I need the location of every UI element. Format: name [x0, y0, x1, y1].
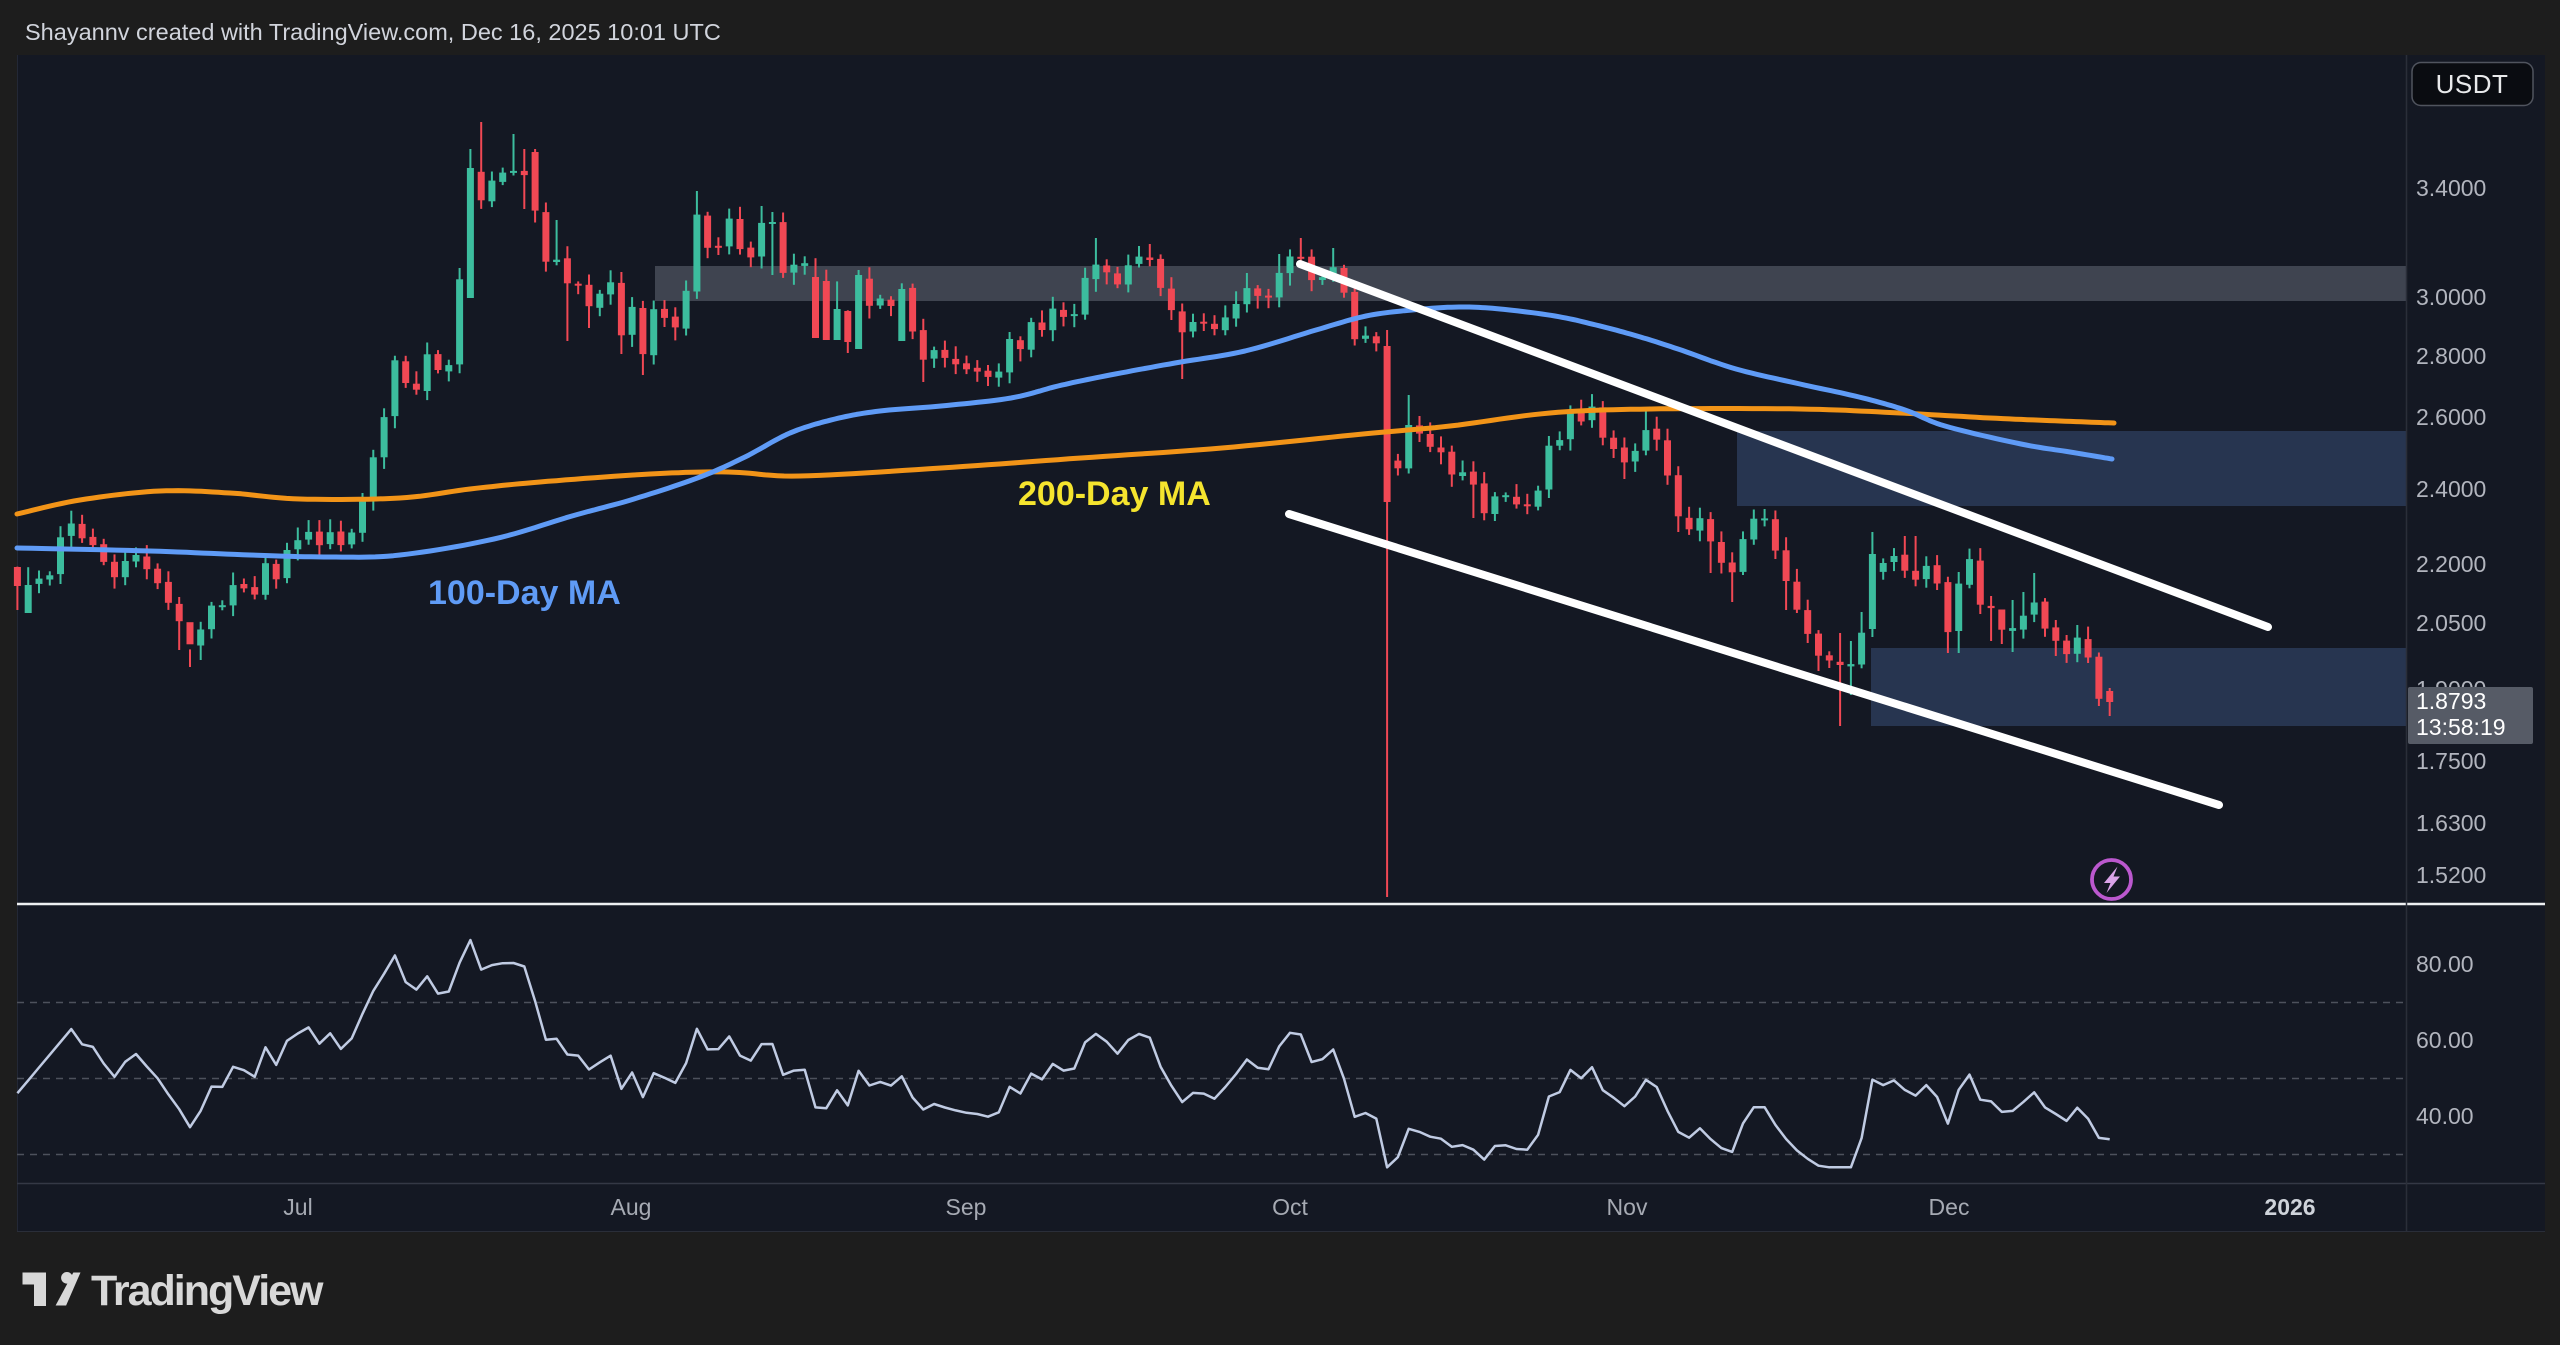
svg-text:200-Day MA: 200-Day MA	[1018, 475, 1211, 513]
svg-text:100-Day MA: 100-Day MA	[428, 574, 621, 612]
svg-text:80.00: 80.00	[2416, 951, 2474, 977]
svg-text:USDT: USDT	[2436, 69, 2509, 99]
svg-text:3.4000: 3.4000	[2416, 175, 2486, 201]
svg-text:Nov: Nov	[1607, 1194, 1648, 1220]
svg-text:Oct: Oct	[1272, 1194, 1308, 1220]
svg-text:Jul: Jul	[283, 1194, 312, 1220]
svg-text:13:58:19: 13:58:19	[2416, 714, 2506, 740]
svg-text:Shayannv created with TradingV: Shayannv created with TradingView.com, D…	[25, 19, 721, 45]
svg-text:Dec: Dec	[1929, 1194, 1970, 1220]
svg-text:1.7500: 1.7500	[2416, 748, 2486, 774]
svg-text:2.2000: 2.2000	[2416, 551, 2486, 577]
svg-text:TradingView: TradingView	[91, 1267, 324, 1315]
svg-text:Sep: Sep	[946, 1194, 987, 1220]
svg-text:2.8000: 2.8000	[2416, 343, 2486, 369]
svg-text:2026: 2026	[2264, 1194, 2315, 1220]
svg-text:1.5200: 1.5200	[2416, 862, 2486, 888]
svg-text:Aug: Aug	[611, 1194, 652, 1220]
svg-text:2.0500: 2.0500	[2416, 610, 2486, 636]
svg-text:1.6300: 1.6300	[2416, 810, 2486, 836]
svg-text:2.4000: 2.4000	[2416, 476, 2486, 502]
svg-text:3.0000: 3.0000	[2416, 284, 2486, 310]
svg-text:60.00: 60.00	[2416, 1027, 2474, 1053]
svg-text:2.6000: 2.6000	[2416, 404, 2486, 430]
svg-text:40.00: 40.00	[2416, 1103, 2474, 1129]
svg-text:1.8793: 1.8793	[2416, 688, 2486, 714]
